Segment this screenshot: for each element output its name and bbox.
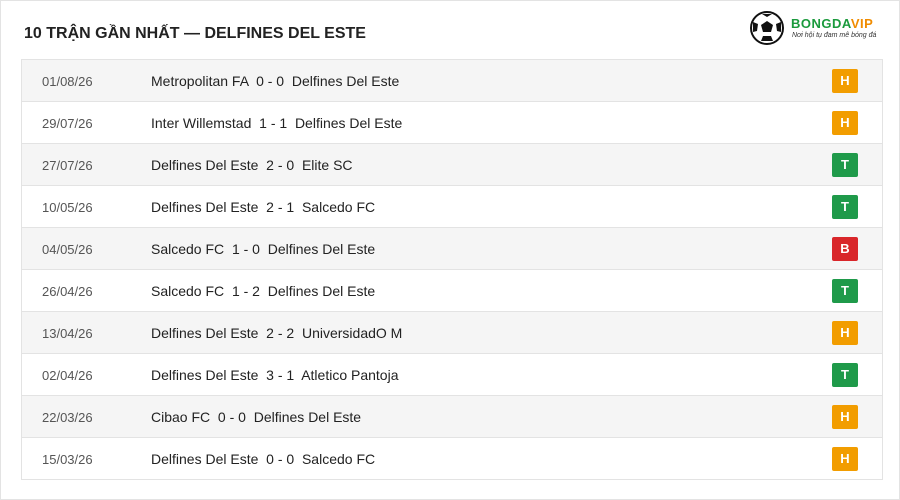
match-line: Delfines Del Este 2 - 0 Elite SC: [151, 157, 353, 173]
score: 1 - 1: [259, 115, 288, 131]
score: 1 - 2: [231, 283, 260, 299]
match-row[interactable]: 29/07/26 Inter Willemstad 1 - 1 Delfines …: [22, 102, 882, 144]
away-team: Salcedo FC: [301, 451, 376, 467]
score: 0 - 0: [256, 73, 285, 89]
match-line: Metropolitan FA 0 - 0 Delfines Del Este: [151, 73, 399, 89]
home-team: Delfines Del Este: [151, 157, 259, 173]
away-team: Delfines Del Este: [267, 241, 376, 257]
match-line: Delfines Del Este 2 - 2 UniversidadO M: [151, 325, 402, 341]
result-badge: T: [832, 153, 858, 177]
away-team: UniversidadO M: [301, 325, 403, 341]
away-team: Delfines Del Este: [253, 409, 362, 425]
score: 3 - 1: [266, 367, 295, 383]
match-list: 01/08/26 Metropolitan FA 0 - 0 Delfines D…: [21, 59, 883, 480]
brand-b: VIP: [850, 16, 874, 31]
away-team: Delfines Del Este: [267, 283, 376, 299]
match-row[interactable]: 01/08/26 Metropolitan FA 0 - 0 Delfines D…: [22, 60, 882, 102]
ball-icon: [750, 11, 784, 45]
away-team: Delfines Del Este: [294, 115, 403, 131]
match-date: 13/04/26: [42, 326, 93, 341]
match-row[interactable]: 10/05/26 Delfines Del Este 2 - 1 Salcedo …: [22, 186, 882, 228]
result-badge: H: [832, 111, 858, 135]
home-team: Delfines Del Este: [151, 451, 259, 467]
score: 2 - 2: [266, 325, 295, 341]
result-badge: H: [832, 69, 858, 93]
home-team: Delfines Del Este: [151, 199, 259, 215]
match-line: Salcedo FC 1 - 2 Delfines Del Este: [151, 283, 375, 299]
home-team: Metropolitan FA: [151, 73, 249, 89]
home-team: Inter Willemstad: [151, 115, 252, 131]
match-line: Delfines Del Este 0 - 0 Salcedo FC: [151, 451, 375, 467]
result-badge: T: [832, 195, 858, 219]
result-badge: H: [832, 447, 858, 471]
match-row[interactable]: 13/04/26 Delfines Del Este 2 - 2 Universi…: [22, 312, 882, 354]
home-team: Salcedo FC: [151, 241, 225, 257]
match-date: 02/04/26: [42, 368, 93, 383]
match-date: 29/07/26: [42, 116, 93, 131]
match-line: Delfines Del Este 3 - 1 Atletico Pantoja: [151, 367, 399, 383]
home-team: Delfines Del Este: [151, 325, 259, 341]
title: 10 TRẬN GẦN NHẤT — DELFINES DEL ESTE: [24, 25, 366, 42]
match-row[interactable]: 15/03/26 Delfines Del Este 0 - 0 Salcedo …: [22, 438, 882, 479]
home-team: Salcedo FC: [151, 283, 225, 299]
away-team: Elite SC: [301, 157, 353, 173]
tagline: Nơi hội tụ đam mê bóng đá: [792, 32, 877, 39]
match-date: 27/07/26: [42, 158, 93, 173]
result-badge: T: [832, 363, 858, 387]
match-row[interactable]: 26/04/26 Salcedo FC 1 - 2 Delfines Del Es…: [22, 270, 882, 312]
home-team: Delfines Del Este: [151, 367, 259, 383]
result-badge: H: [832, 321, 858, 345]
away-team: Atletico Pantoja: [301, 367, 399, 383]
match-date: 26/04/26: [42, 284, 93, 299]
home-team: Cibao FC: [151, 409, 211, 425]
score: 1 - 0: [231, 241, 260, 257]
result-badge: T: [832, 279, 858, 303]
score: 0 - 0: [217, 409, 246, 425]
away-team: Delfines Del Este: [291, 73, 400, 89]
match-date: 01/08/26: [42, 74, 93, 89]
match-line: Inter Willemstad 1 - 1 Delfines Del Este: [151, 115, 402, 131]
brand: BONGDAVIP: [791, 16, 873, 31]
away-team: Salcedo FC: [301, 199, 376, 215]
match-row[interactable]: 27/07/26 Delfines Del Este 2 - 0 Elite SC…: [22, 144, 882, 186]
score: 0 - 0: [266, 451, 295, 467]
score: 2 - 0: [266, 157, 295, 173]
match-line: Cibao FC 0 - 0 Delfines Del Este: [151, 409, 361, 425]
brand-a: BONGDA: [791, 16, 851, 31]
match-date: 22/03/26: [42, 410, 93, 425]
match-row[interactable]: 02/04/26 Delfines Del Este 3 - 1 Atletico…: [22, 354, 882, 396]
match-row[interactable]: 22/03/26 Cibao FC 0 - 0 Delfines Del Este…: [22, 396, 882, 438]
match-line: Salcedo FC 1 - 0 Delfines Del Este: [151, 241, 375, 257]
match-date: 04/05/26: [42, 242, 93, 257]
match-line: Delfines Del Este 2 - 1 Salcedo FC: [151, 199, 375, 215]
result-badge: B: [832, 237, 858, 261]
match-row[interactable]: 04/05/26 Salcedo FC 1 - 0 Delfines Del Es…: [22, 228, 882, 270]
logo[interactable]: BONGDAVIP Nơi hội tụ đam mê bóng đá: [749, 10, 889, 46]
match-date: 15/03/26: [42, 452, 93, 467]
score: 2 - 1: [266, 199, 295, 215]
match-date: 10/05/26: [42, 200, 93, 215]
result-badge: H: [832, 405, 858, 429]
